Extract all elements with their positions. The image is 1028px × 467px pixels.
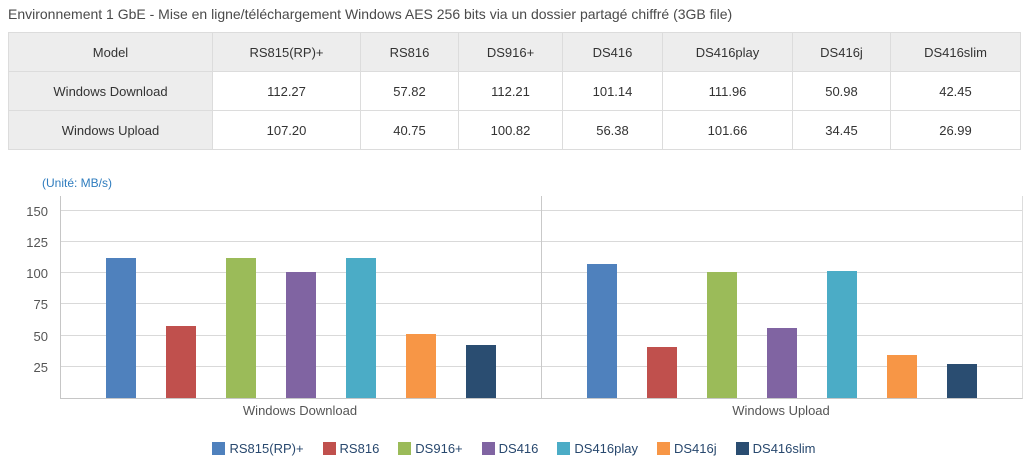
table-header-cell: DS416 [562, 32, 663, 72]
bar [767, 327, 797, 398]
legend-item: RS815(RP)+ [212, 441, 304, 456]
table-header-cell: DS416play [662, 32, 793, 72]
legend-label: DS416j [674, 441, 717, 456]
bar [947, 364, 977, 398]
bar-group [61, 196, 541, 398]
table-cell: 40.75 [360, 110, 459, 150]
legend-label: DS416slim [752, 441, 816, 456]
x-axis-label-download: Windows Download [242, 403, 358, 418]
bar [887, 355, 917, 398]
bar [166, 325, 196, 398]
legend-swatch-icon [322, 442, 336, 455]
legend-swatch-icon [212, 442, 226, 455]
chart-unit-label: (Unité: MB/s) [42, 176, 113, 190]
y-axis-tick: 75 [33, 297, 48, 313]
table-header-cell: DS916+ [458, 32, 563, 72]
bar-group [541, 196, 1022, 398]
benchmark-table: Model RS815(RP)+ RS816 DS916+ DS416 DS416play… [8, 32, 1021, 150]
table-cell: 42.45 [890, 71, 1021, 111]
row-label: Windows Download [8, 71, 213, 111]
bar [346, 258, 376, 398]
y-axis-tick: 100 [26, 266, 48, 282]
y-axis-tick: 150 [26, 203, 48, 219]
legend-swatch-icon [557, 442, 571, 455]
table-header: Model RS815(RP)+ RS816 DS916+ DS416 DS416play… [8, 32, 1021, 72]
legend-swatch-icon [398, 442, 412, 455]
table-cell: 112.27 [212, 71, 361, 111]
bar [707, 272, 737, 398]
x-axis-label-upload: Windows Upload [732, 403, 830, 418]
table-cell: 57.82 [360, 71, 459, 111]
bar [286, 271, 316, 398]
y-axis-tick: 125 [26, 235, 48, 251]
table-cell: 50.98 [792, 71, 891, 111]
table-cell: 101.14 [562, 71, 663, 111]
page-title: Environnement 1 GbE - Mise en ligne/télé… [8, 6, 733, 22]
chart-legend: RS815(RP)+ RS816 DS916+ DS416 DS416play DS416… [0, 441, 1028, 456]
plot-area [60, 196, 1023, 399]
legend-swatch-icon [481, 442, 495, 455]
table-header-cell: DS416slim [890, 32, 1021, 72]
bar [406, 334, 436, 398]
bar [647, 347, 677, 398]
bar [226, 258, 256, 398]
row-label: Windows Upload [8, 110, 213, 150]
legend-item: RS816 [322, 441, 380, 456]
table-header-cell: Model [8, 32, 213, 72]
table-header-cell: DS416j [792, 32, 891, 72]
table-cell: 111.96 [662, 71, 793, 111]
table-header-cell: RS815(RP)+ [212, 32, 361, 72]
table-cell: 107.20 [212, 110, 361, 150]
bar [466, 345, 496, 398]
table-row: Windows Upload 107.20 40.75 100.82 56.38 101.… [8, 110, 1021, 150]
y-axis: 25 50 75 100 125 150 [0, 196, 54, 398]
legend-swatch-icon [735, 442, 749, 455]
legend-label: DS416play [574, 441, 638, 456]
legend-item: DS416play [557, 441, 638, 456]
table-cell: 112.21 [458, 71, 563, 111]
legend-item: DS916+ [398, 441, 463, 456]
bar [587, 264, 617, 398]
table-cell: 56.38 [562, 110, 663, 150]
table-header-row: Model RS815(RP)+ RS816 DS916+ DS416 DS416play… [8, 32, 1021, 72]
y-axis-tick: 50 [33, 328, 48, 344]
legend-label: RS815(RP)+ [229, 441, 304, 456]
table-cell: 101.66 [662, 110, 793, 150]
legend-swatch-icon [657, 442, 670, 455]
table-cell: 100.82 [458, 110, 563, 150]
legend-item: DS416j [657, 441, 717, 456]
legend-item: DS416 [481, 441, 539, 456]
table-body: Windows Download 112.27 57.82 112.21 101.14 1… [8, 71, 1021, 150]
legend-label: DS416 [498, 441, 539, 456]
bar [106, 258, 136, 398]
legend-label: RS816 [339, 441, 380, 456]
table-cell: 26.99 [890, 110, 1021, 150]
y-axis-tick: 25 [33, 359, 48, 375]
bar [827, 271, 857, 398]
table-row: Windows Download 112.27 57.82 112.21 101.14 1… [8, 71, 1021, 111]
table-cell: 34.45 [792, 110, 891, 150]
legend-label: DS916+ [415, 441, 463, 456]
table-header-cell: RS816 [360, 32, 459, 72]
legend-item: DS416slim [735, 441, 816, 456]
